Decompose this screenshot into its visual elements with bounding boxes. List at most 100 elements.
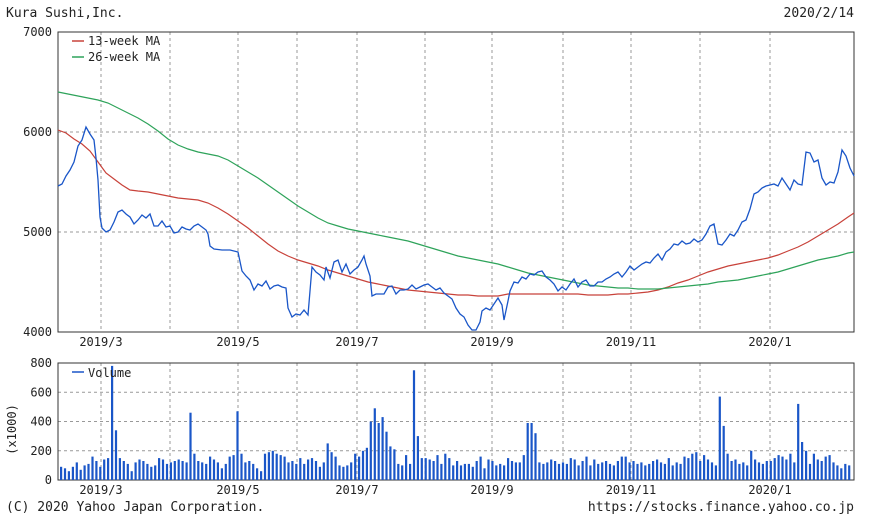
volume-bar bbox=[228, 456, 231, 480]
volume-bar bbox=[307, 459, 310, 480]
volume-bar bbox=[573, 459, 576, 480]
volume-bar bbox=[185, 462, 188, 480]
volume-bar bbox=[773, 458, 776, 480]
volume-bar bbox=[546, 462, 549, 480]
volume-bar bbox=[189, 412, 192, 480]
volume-bar bbox=[361, 450, 365, 481]
series-line-26-week-ma bbox=[57, 91, 855, 290]
volume-bar bbox=[757, 462, 761, 480]
volume-bar bbox=[381, 417, 384, 480]
volume-bar bbox=[663, 463, 666, 480]
volume-bar bbox=[628, 462, 631, 480]
volume-bar bbox=[499, 463, 502, 480]
volume-bar bbox=[534, 433, 537, 480]
volume-bar bbox=[169, 462, 172, 480]
volume-xtick-label: 2020/1 bbox=[748, 483, 791, 497]
volume-bar bbox=[67, 471, 70, 480]
volume-bar bbox=[785, 459, 788, 480]
volume-bar bbox=[624, 456, 627, 480]
volume-bar bbox=[459, 465, 463, 480]
volume-bar bbox=[495, 465, 498, 480]
volume-bar bbox=[279, 455, 282, 480]
volume-bar bbox=[142, 461, 145, 480]
volume-bar bbox=[561, 462, 565, 480]
volume-bar bbox=[812, 453, 815, 480]
volume-bar bbox=[765, 461, 768, 480]
volume-bar bbox=[177, 459, 180, 480]
volume-bar bbox=[385, 431, 388, 480]
volume-bar bbox=[538, 462, 541, 480]
volume-bar bbox=[597, 463, 600, 480]
volume-bar bbox=[224, 463, 227, 480]
volume-bar bbox=[557, 463, 561, 480]
volume-bar bbox=[589, 465, 592, 480]
volume-bar bbox=[424, 458, 427, 480]
volume-bar bbox=[326, 443, 329, 480]
volume-bar bbox=[844, 463, 847, 480]
volume-bar bbox=[256, 468, 259, 480]
volume-ytick-label: 800 bbox=[30, 356, 52, 370]
volume-bar bbox=[710, 462, 714, 480]
volume-bar bbox=[432, 461, 435, 480]
volume-bar bbox=[840, 468, 843, 480]
volume-bar bbox=[291, 461, 294, 480]
volume-bar bbox=[358, 456, 361, 480]
volume-bar bbox=[824, 456, 827, 480]
volume-bar bbox=[479, 456, 482, 480]
volume-bar bbox=[577, 465, 580, 480]
volume-bar bbox=[530, 423, 533, 480]
volume-bar bbox=[322, 462, 325, 480]
volume-ytick-label: 200 bbox=[30, 444, 52, 458]
volume-bar bbox=[750, 450, 753, 481]
volume-bar bbox=[542, 463, 545, 480]
price-ytick-label: 6000 bbox=[23, 125, 52, 139]
legend-label: Volume bbox=[88, 366, 131, 380]
volume-bar bbox=[63, 468, 67, 480]
volume-bar bbox=[608, 463, 612, 480]
volume-bar bbox=[401, 465, 404, 480]
volume-bar bbox=[342, 466, 345, 480]
volume-bar bbox=[87, 463, 90, 480]
volume-bar bbox=[389, 446, 392, 480]
volume-bar bbox=[220, 468, 223, 480]
volume-bar bbox=[275, 453, 278, 480]
volume-bar bbox=[91, 456, 94, 480]
price-xtick-label: 2019/9 bbox=[470, 335, 513, 349]
volume-bar bbox=[60, 466, 63, 480]
volume-bar bbox=[659, 462, 663, 480]
volume-bar bbox=[193, 453, 196, 480]
volume-bar bbox=[252, 463, 255, 480]
volume-bar bbox=[377, 423, 380, 480]
source-url[interactable]: https://stocks.finance.yahoo.co.jp bbox=[587, 500, 854, 515]
volume-bar bbox=[820, 461, 823, 480]
volume-bar bbox=[260, 471, 263, 480]
volume-bar bbox=[722, 425, 725, 480]
legend-label: 26-week MA bbox=[88, 50, 161, 64]
volume-bar bbox=[491, 461, 494, 480]
volume-bar bbox=[79, 469, 82, 480]
volume-bar bbox=[836, 465, 839, 480]
volume-bar bbox=[103, 459, 106, 480]
volume-bar bbox=[730, 461, 733, 480]
volume-bar bbox=[848, 465, 851, 480]
volume-bar bbox=[671, 465, 674, 480]
volume-bar bbox=[593, 459, 596, 480]
volume-xtick-label: 2019/9 bbox=[470, 483, 513, 497]
volume-bar bbox=[781, 456, 784, 480]
volume-bar bbox=[440, 463, 443, 480]
volume-bar bbox=[636, 463, 639, 480]
volume-bar bbox=[734, 459, 737, 480]
volume-bar bbox=[601, 462, 604, 480]
volume-bar bbox=[816, 459, 819, 480]
price-xtick-label: 2019/7 bbox=[335, 335, 378, 349]
volume-bar bbox=[369, 421, 372, 480]
volume-bar bbox=[640, 462, 643, 480]
volume-xtick-label: 2019/7 bbox=[335, 483, 378, 497]
company-name: Kura Sushi,Inc. bbox=[6, 6, 124, 21]
volume-bar bbox=[209, 456, 212, 480]
volume-bar bbox=[471, 466, 474, 480]
volume-bar bbox=[703, 455, 706, 480]
volume-bar bbox=[605, 461, 608, 480]
volume-bar bbox=[397, 463, 400, 480]
volume-bar bbox=[130, 471, 133, 480]
